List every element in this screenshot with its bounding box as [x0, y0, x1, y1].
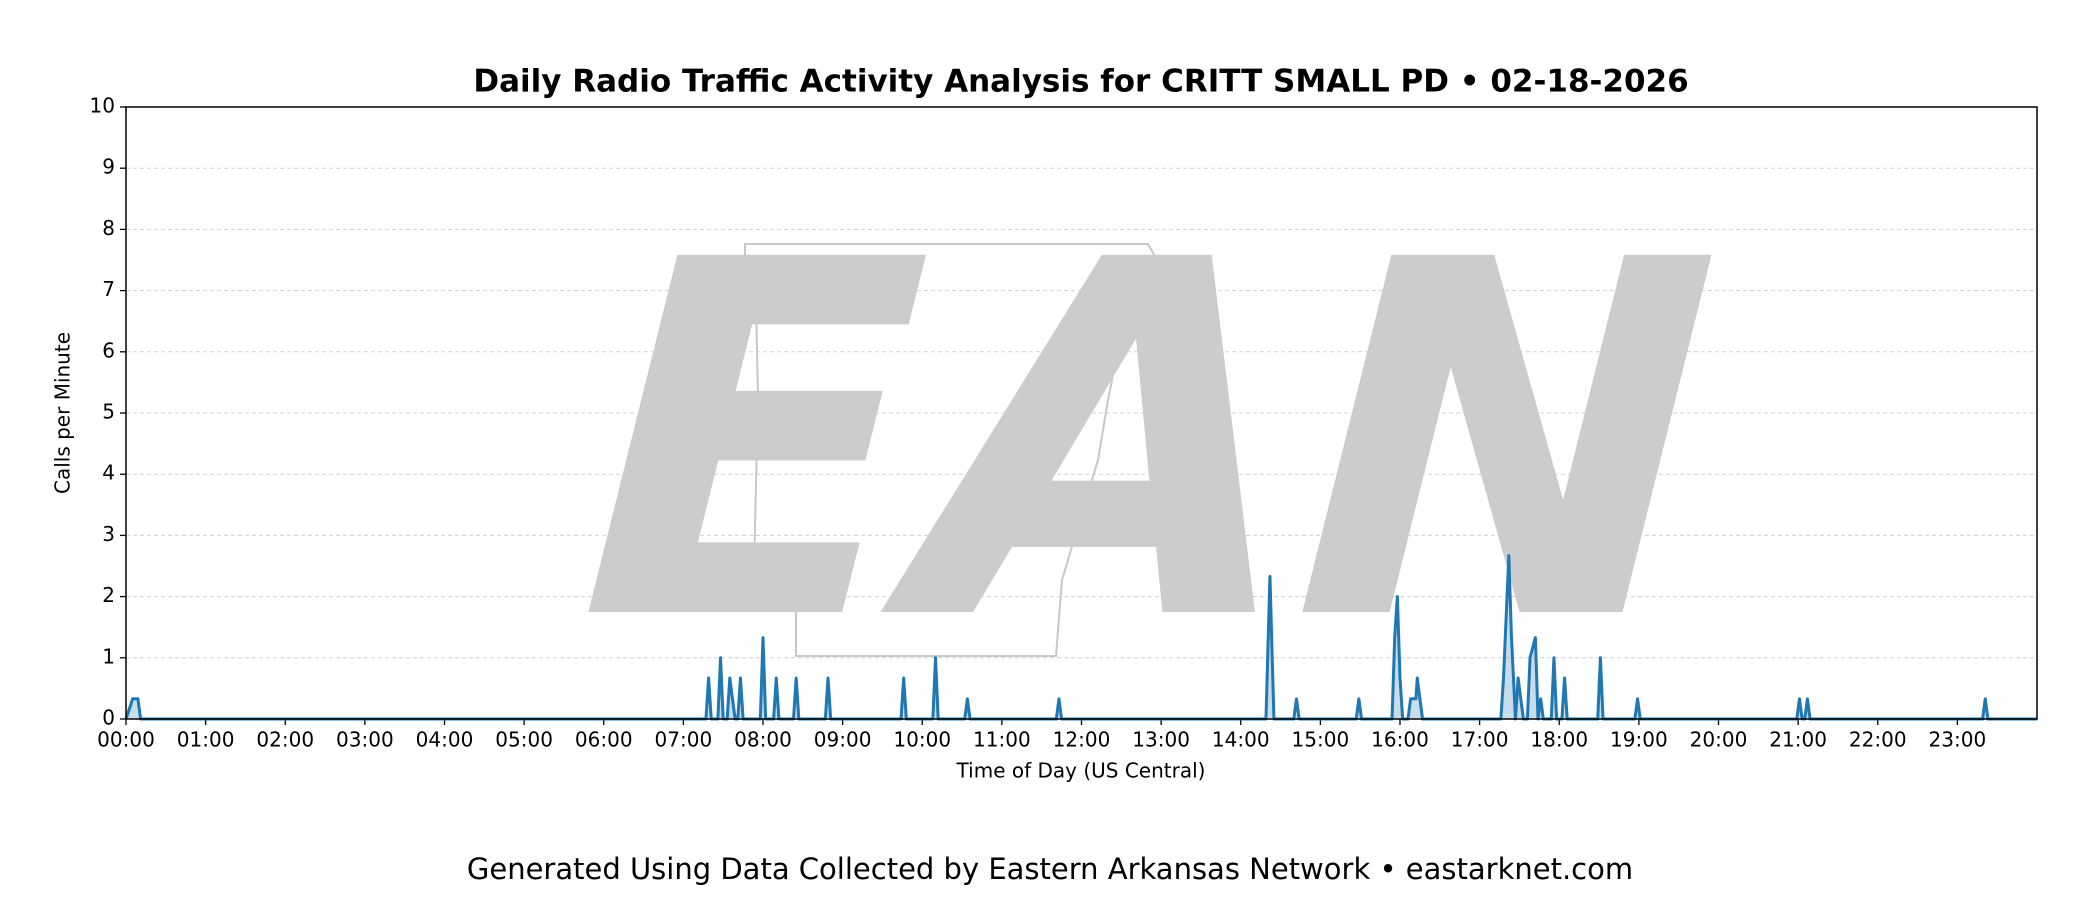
- y-tick-label: 4: [102, 461, 115, 485]
- x-tick-label: 09:00: [814, 728, 872, 752]
- y-tick-label: 2: [102, 583, 115, 607]
- y-tick-label: 10: [90, 94, 115, 118]
- y-tick-label: 5: [102, 400, 115, 424]
- x-tick-label: 05:00: [495, 728, 553, 752]
- x-tick-label: 07:00: [655, 728, 713, 752]
- x-tick-label: 14:00: [1212, 728, 1270, 752]
- x-tick-label: 01:00: [177, 728, 235, 752]
- y-tick-label: 1: [102, 644, 115, 668]
- x-tick-label: 00:00: [97, 728, 155, 752]
- y-axis-label: Calls per Minute: [51, 332, 75, 494]
- x-axis-label: Time of Day (US Central): [956, 759, 1206, 783]
- x-tick-label: 11:00: [973, 728, 1031, 752]
- x-tick-label: 03:00: [336, 728, 394, 752]
- x-tick-label: 22:00: [1849, 728, 1907, 752]
- x-tick-label: 12:00: [1053, 728, 1111, 752]
- watermark-text: EAN: [514, 158, 1780, 728]
- plot-frame: [125, 106, 2038, 720]
- x-tick-label: 13:00: [1132, 728, 1190, 752]
- x-tick-label: 21:00: [1769, 728, 1827, 752]
- footer: Generated Using Data Collected by Easter…: [467, 852, 1633, 886]
- x-tick-label: 16:00: [1371, 728, 1429, 752]
- y-tick-label: 9: [102, 155, 115, 179]
- x-tick-label: 10:00: [893, 728, 951, 752]
- x-tick-label: 17:00: [1451, 728, 1509, 752]
- x-tick-label: 18:00: [1530, 728, 1588, 752]
- y-tick-label: 6: [102, 338, 115, 362]
- x-tick-label: 02:00: [256, 728, 314, 752]
- y-tick-label: 8: [102, 216, 115, 240]
- watermark: EAN: [514, 158, 1780, 728]
- chart-title: Daily Radio Traffic Activity Analysis fo…: [473, 64, 1688, 100]
- x-tick-label: 08:00: [734, 728, 792, 752]
- y-tick-label: 3: [102, 522, 115, 546]
- y-tick-label: 0: [102, 706, 115, 730]
- x-tick-label: 23:00: [1929, 728, 1987, 752]
- x-tick-label: 20:00: [1690, 728, 1748, 752]
- y-tick-label: 7: [102, 277, 115, 301]
- x-tick-label: 19:00: [1610, 728, 1668, 752]
- x-tick-label: 15:00: [1292, 728, 1350, 752]
- state-outline: [744, 243, 1158, 657]
- x-tick-label: 06:00: [575, 728, 633, 752]
- x-tick-label: 04:00: [416, 728, 474, 752]
